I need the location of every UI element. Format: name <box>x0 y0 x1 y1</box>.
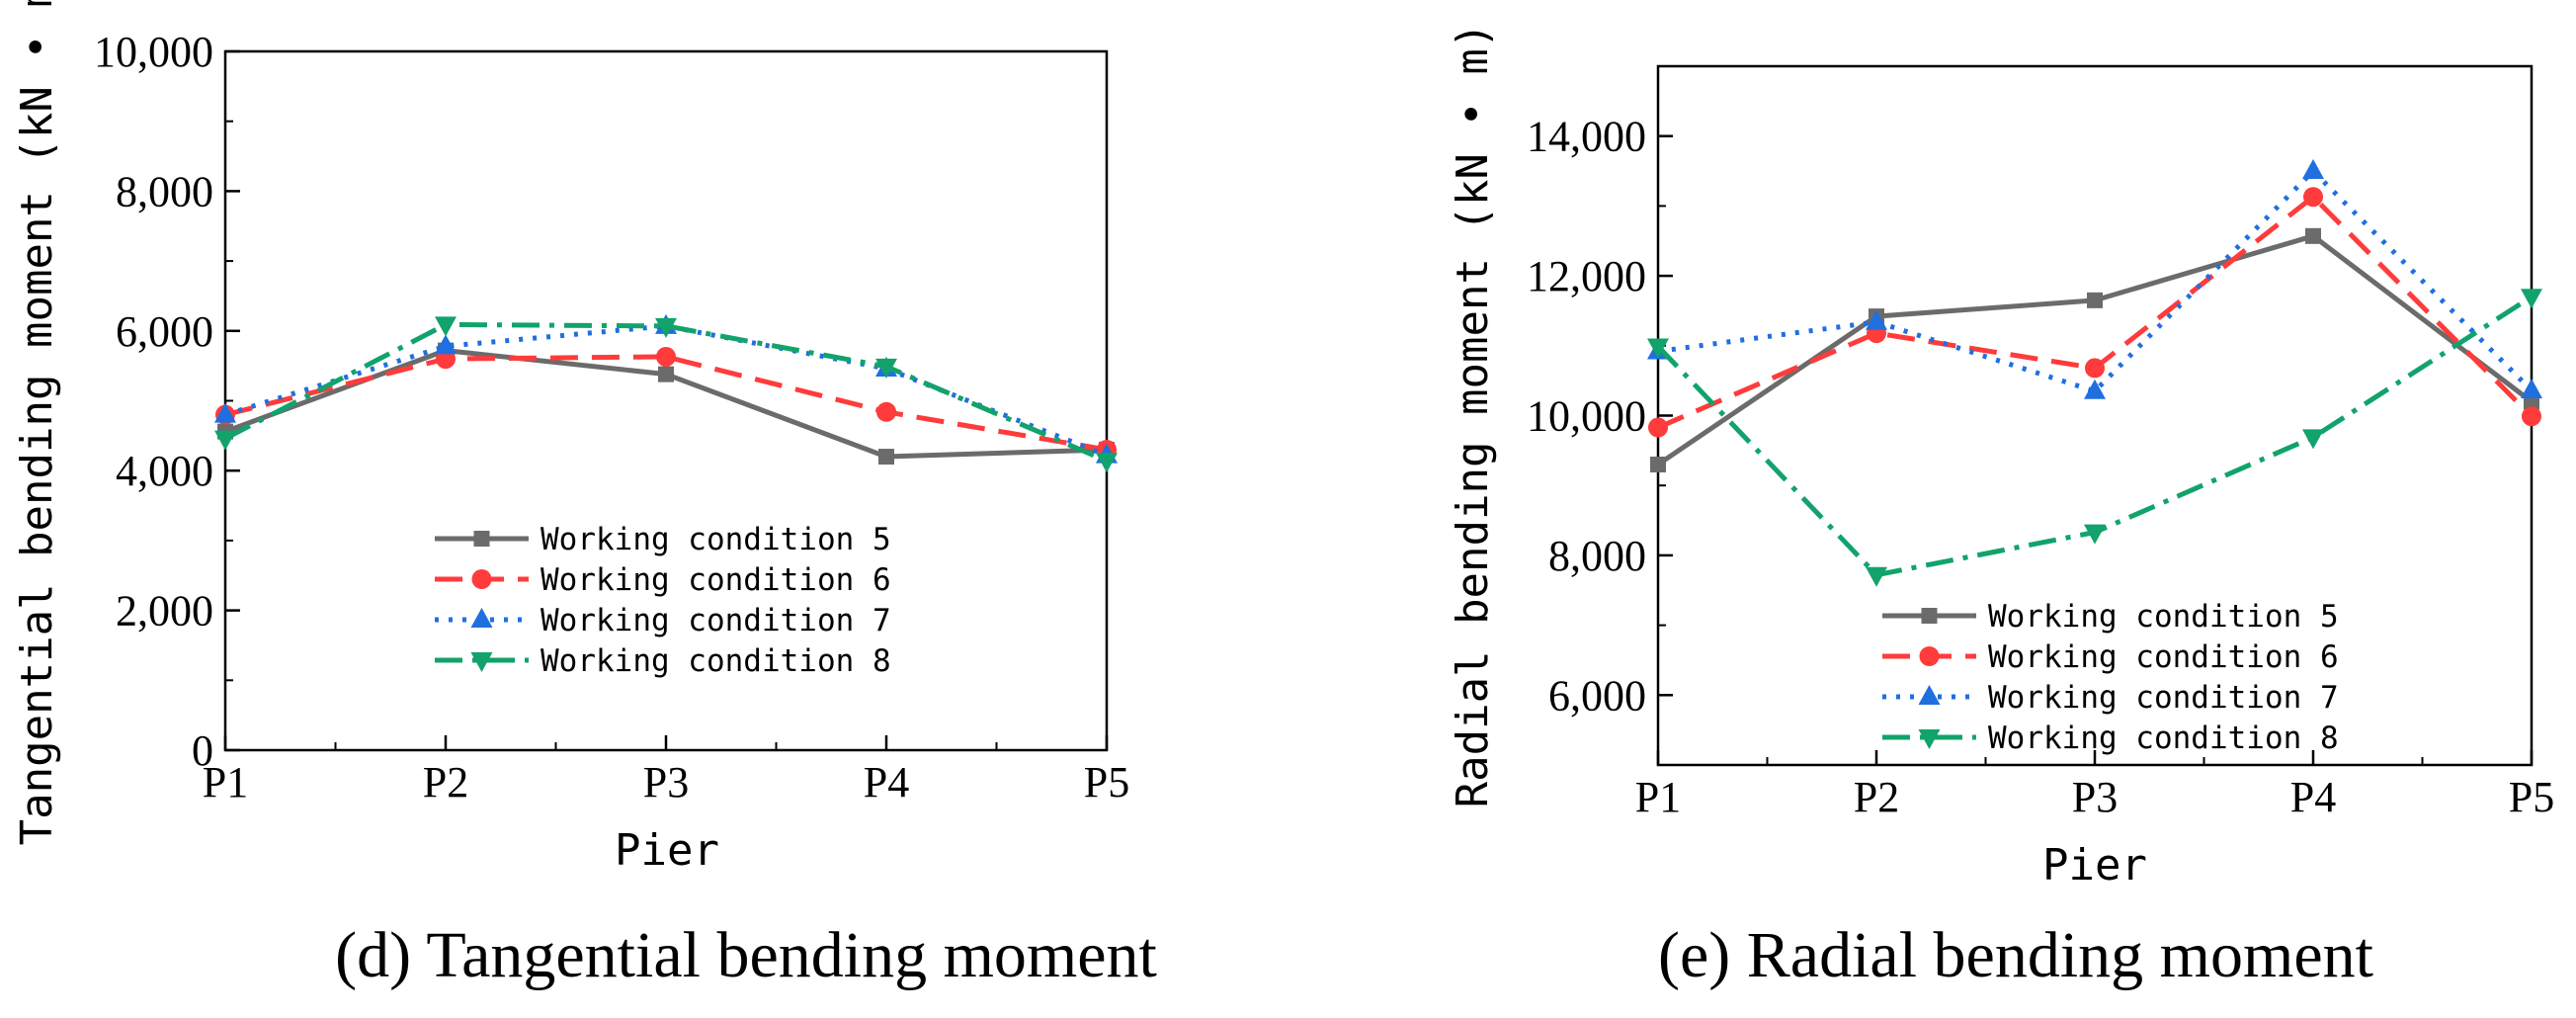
legend-marker <box>1918 729 1941 749</box>
data-point <box>2302 429 2324 450</box>
data-point <box>878 449 894 466</box>
legend-item: Working condition 6 <box>1882 639 2339 675</box>
series-line <box>1657 168 2534 394</box>
legend: Working condition 5 Working condition 6 Wo… <box>1882 599 2339 756</box>
caption: (e) Radial bending moment <box>1658 919 2373 991</box>
y-tick-label: 6,000 <box>116 307 213 356</box>
legend-label: Working condition 6 <box>1988 639 2339 675</box>
legend-marker <box>1921 608 1938 624</box>
x-axis-title: Pier <box>615 825 719 876</box>
legend: Working condition 5 Working condition 6 Wo… <box>435 522 891 679</box>
legend-label: Working condition 7 <box>540 603 891 638</box>
legend-label: Working condition 5 <box>540 522 891 557</box>
y-tick-label: 2,000 <box>116 587 213 636</box>
series-8 <box>1647 289 2542 587</box>
y-axis-title: Tangential bending moment (kN • m) <box>12 0 62 845</box>
data-point <box>1866 566 1887 587</box>
data-point <box>2084 379 2106 399</box>
x-tick-label: P4 <box>2290 773 2336 821</box>
series-6 <box>1648 187 2541 438</box>
legend-label: Working condition 8 <box>540 643 891 679</box>
legend-item: Working condition 7 <box>1882 680 2339 716</box>
data-point <box>2521 379 2542 399</box>
y-tick-label: 14,000 <box>1527 113 1646 161</box>
data-point <box>2084 524 2106 545</box>
legend-marker <box>471 569 492 589</box>
data-point <box>655 317 677 338</box>
series-line <box>224 354 1108 453</box>
data-point <box>1096 453 1118 473</box>
caption: (d) Tangential bending moment <box>335 919 1157 991</box>
series-8 <box>214 316 1118 473</box>
legend-item: Working condition 8 <box>1882 721 2339 756</box>
x-tick-label: P2 <box>423 758 468 806</box>
data-point <box>658 366 674 382</box>
panel-tangential-bending-moment: 0 2,000 4,000 6,000 8,000 10,000 P1 P2 P3 P4 P5 Wo… <box>12 0 1157 991</box>
x-tick-label: P5 <box>1084 758 1129 806</box>
data-point <box>2303 187 2323 208</box>
y-tick-label: 8,000 <box>116 167 213 215</box>
y-tick-label: 4,000 <box>116 447 213 495</box>
series-line <box>224 323 1108 458</box>
legend-label: Working condition 6 <box>540 562 891 598</box>
y-tick-label: 12,000 <box>1527 252 1646 300</box>
x-tick-label: P2 <box>1854 773 1899 821</box>
x-tick-label: P5 <box>2509 773 2554 821</box>
data-point <box>875 358 897 379</box>
legend-label: Working condition 5 <box>1988 599 2339 635</box>
legend-marker <box>473 531 490 547</box>
y-tick-label: 10,000 <box>94 28 213 76</box>
data-point <box>1650 456 1666 472</box>
x-tick-label: P4 <box>864 758 909 806</box>
legend-item: Working condition 5 <box>435 522 891 557</box>
legend-marker <box>470 652 493 672</box>
data-point <box>2522 406 2541 427</box>
legend-item: Working condition 8 <box>435 643 891 679</box>
data-point <box>1648 417 1668 438</box>
data-point <box>876 401 896 422</box>
legend-marker <box>470 608 493 628</box>
data-point <box>2305 227 2321 244</box>
y-tick-label: 0 <box>192 726 213 775</box>
data-point <box>214 402 236 423</box>
x-axis-title: Pier <box>2042 840 2147 891</box>
x-tick-label: P1 <box>203 758 248 806</box>
x-tick-label: P3 <box>2072 773 2118 821</box>
legend-label: Working condition 8 <box>1988 721 2339 756</box>
data-point <box>1647 338 1669 359</box>
x-tick-label: P3 <box>643 758 689 806</box>
data-point <box>2085 358 2105 379</box>
data-point <box>2521 289 2542 309</box>
series-line <box>1656 233 2534 467</box>
y-tick-label: 6,000 <box>1548 671 1646 720</box>
y-tick-label: 8,000 <box>1548 532 1646 580</box>
data-point <box>1866 309 1887 330</box>
legend-item: Working condition 6 <box>435 562 891 598</box>
data-point <box>214 430 236 451</box>
legend-label: Working condition 7 <box>1988 680 2339 716</box>
series-5 <box>1650 227 2539 472</box>
data-point <box>656 346 676 367</box>
data-point <box>2087 292 2103 308</box>
data-point <box>435 334 457 355</box>
series-7 <box>1647 159 2542 399</box>
y-axis-title: Radial bending moment (kN • m) <box>1448 23 1498 808</box>
series-line <box>223 321 1108 464</box>
x-tick-label: P1 <box>1635 773 1681 821</box>
y-tick-label: 10,000 <box>1527 392 1646 441</box>
legend-marker <box>1919 646 1940 666</box>
panel-radial-bending-moment: 6,000 8,000 10,000 12,000 14,000 P1 P2 P3 P4 P5 W… <box>1448 23 2554 991</box>
data-point <box>435 316 457 337</box>
legend-item: Working condition 5 <box>1882 599 2339 635</box>
legend-item: Working condition 7 <box>435 603 891 638</box>
data-point <box>2302 159 2324 180</box>
legend-marker <box>1918 685 1941 705</box>
series-6 <box>215 346 1117 460</box>
